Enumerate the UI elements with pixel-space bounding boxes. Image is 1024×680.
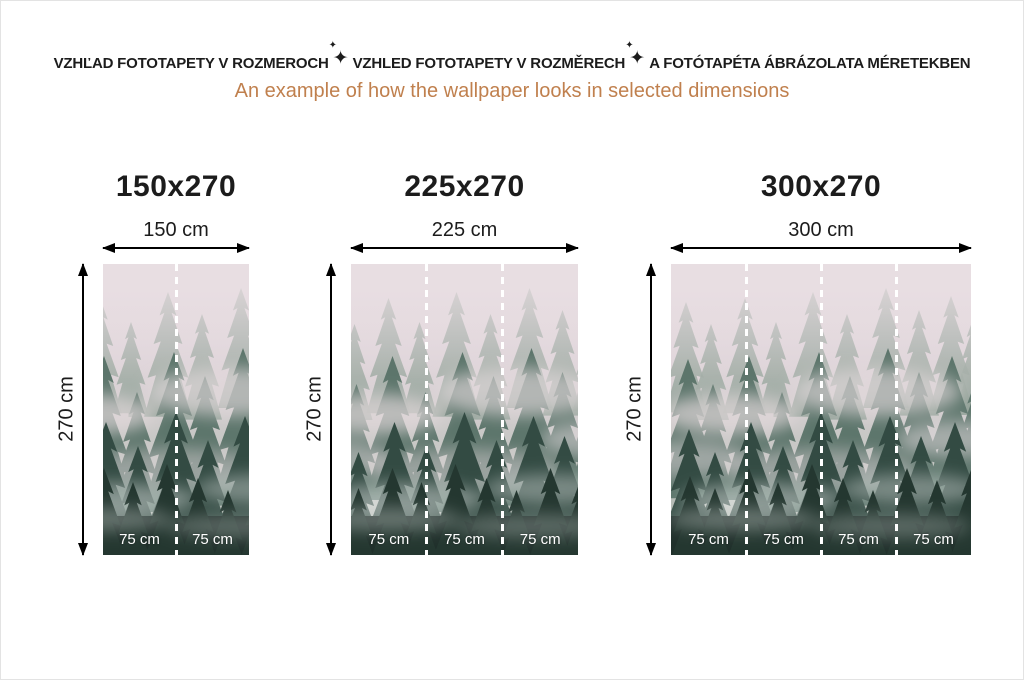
wallpaper-strip: 75 cm [427,264,504,555]
strip-separator-line [819,264,823,555]
wallpaper-strip: 75 cm [746,264,823,555]
strip-width-label: 75 cm [838,531,879,548]
wallpaper-preview: 75 cm 75 cm 75 cm 75 cm [671,264,971,555]
wallpaper-strip: 75 cm [176,264,249,555]
height-arrow [326,263,336,556]
height-dimension-label: 270 cm [55,376,78,442]
height-arrow [78,263,88,556]
strip-overlay: 75 cm 75 cm 75 cm 75 cm [671,264,971,555]
wallpaper-strip: 75 cm [502,264,578,555]
height-dimension-label: 270 cm [623,376,646,442]
wallpaper-strip: 75 cm [671,264,748,555]
strip-width-label: 75 cm [444,531,485,548]
wallpaper-strip: 75 cm [103,264,178,555]
width-arrow [350,243,579,253]
wallpaper-strip: 75 cm [896,264,971,555]
strip-overlay: 75 cm 75 cm 75 cm [351,264,578,555]
strip-width-label: 75 cm [119,531,160,548]
heading-segment-sk: VZHĽAD FOTOTAPETY V ROZMEROCH [53,55,329,72]
strip-separator-line [425,264,429,555]
height-arrow [646,263,656,556]
wallpaper-strip: 75 cm [821,264,898,555]
strip-width-label: 75 cm [688,531,729,548]
height-dimension-label: 270 cm [303,376,326,442]
wallpaper-strip: 75 cm [351,264,429,555]
sparkle-icon: ✦ ✦ [328,40,349,69]
wallpaper-preview: 75 cm 75 cm 75 cm [351,264,578,555]
strip-width-label: 75 cm [192,531,233,548]
width-arrow [102,243,250,253]
strip-overlay: 75 cm 75 cm [103,264,249,555]
strip-width-label: 75 cm [913,531,954,548]
strip-width-label: 75 cm [519,531,561,548]
width-arrow [670,243,972,253]
heading-segment-cz: VZHLED FOTOTAPETY V ROZMĚRECH [352,55,626,72]
width-dimension-label: 225 cm [431,219,498,241]
strip-width-label: 75 cm [368,531,410,548]
strip-separator-line [894,264,898,555]
panel-size-title: 300x270 [760,170,882,203]
strip-width-label: 75 cm [763,531,804,548]
strip-separator-line [744,264,748,555]
wallpaper-preview: 75 cm 75 cm [103,264,249,555]
strip-separator-line [500,264,504,555]
heading-segment-hu: A FOTÓTAPÉTA ÁBRÁZOLATA MÉRETEKBEN [649,55,971,72]
multilingual-heading: VZHĽAD FOTOTAPETY V ROZMEROCH ✦ ✦ VZHLED FO… [1,40,1023,73]
panel-size-title: 150x270 [115,170,237,203]
subtitle: An example of how the wallpaper looks in… [234,80,790,102]
sparkle-icon: ✦ ✦ [625,40,645,69]
width-dimension-label: 150 cm [143,219,209,241]
width-dimension-label: 300 cm [788,219,854,241]
panel-size-title: 225x270 [404,170,525,203]
strip-separator-line [174,264,178,555]
